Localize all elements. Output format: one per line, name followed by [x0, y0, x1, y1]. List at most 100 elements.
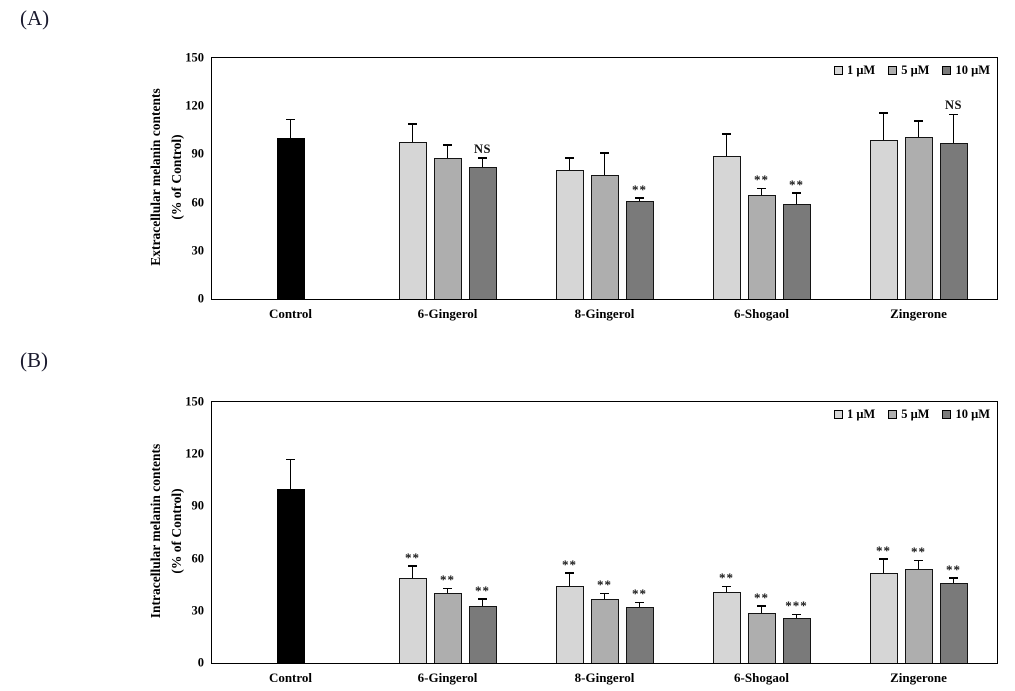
error-bar-8-gingerol-5-m — [603, 593, 606, 599]
legend-item-10-m: 10 μM — [942, 63, 990, 78]
error-cap-6-shogaol-1-m — [722, 585, 731, 588]
error-bar-6-gingerol-10-m — [481, 598, 484, 606]
category-label-control: Control — [268, 306, 313, 321]
error-bar-8-gingerol-10-m — [638, 602, 641, 608]
error-cap-zingerone-10-m — [949, 577, 958, 579]
legend-swatch-icon — [833, 66, 843, 75]
bar-8-gingerol-5-m — [590, 175, 619, 299]
error-bar-control-control — [289, 459, 292, 489]
legend-swatch-icon — [833, 410, 843, 419]
bar-6-shogaol-5-m — [747, 612, 776, 663]
y-tick-label-120: 120 — [185, 98, 204, 113]
error-cap-6-shogaol-5-m — [757, 605, 766, 607]
bar-6-shogaol-1-m — [712, 156, 741, 299]
error-bar-6-gingerol-1-m — [411, 565, 414, 578]
bar-zingerone-10-m — [939, 143, 968, 299]
bar-zingerone-10-m — [939, 582, 968, 663]
bar-6-gingerol-5-m — [433, 593, 462, 663]
significance-marker-6-gingerol-10-m: NS — [474, 141, 491, 156]
bar-6-gingerol-1-m — [398, 141, 427, 299]
legend-item-10-m: 10 μM — [942, 407, 990, 422]
error-cap-6-gingerol-5-m — [443, 144, 452, 146]
category-label-6-gingerol: 6-Gingerol — [417, 306, 478, 321]
error-cap-8-gingerol-1-m — [565, 157, 574, 159]
error-bar-6-gingerol-5-m — [446, 144, 449, 158]
legend-label: 10 μM — [955, 407, 990, 421]
y-axis-title-line1: Intracellular melanin contents — [148, 443, 164, 619]
error-bar-zingerone-10-m — [952, 577, 955, 583]
panel-b-label: (B) — [20, 348, 48, 372]
bar-zingerone-1-m — [869, 139, 898, 299]
error-bar-6-gingerol-1-m — [411, 123, 414, 142]
bar-8-gingerol-10-m — [625, 607, 654, 663]
error-bar-zingerone-5-m — [917, 560, 920, 570]
error-cap-control-control — [286, 458, 295, 461]
error-bar-8-gingerol-1-m — [568, 157, 571, 171]
bar-control-control — [276, 489, 305, 663]
significance-marker-6-shogaol-10-m: *** — [785, 598, 808, 614]
bar-8-gingerol-1-m — [555, 586, 584, 663]
significance-marker-6-shogaol-1-m: ** — [719, 570, 734, 586]
error-cap-6-gingerol-5-m — [443, 587, 452, 590]
bar-6-gingerol-5-m — [433, 157, 462, 299]
bar-6-shogaol-10-m — [782, 204, 811, 299]
bar-8-gingerol-5-m — [590, 598, 619, 663]
error-cap-6-shogaol-5-m — [757, 187, 766, 190]
error-cap-8-gingerol-10-m — [635, 197, 644, 199]
bar-8-gingerol-1-m — [555, 170, 584, 299]
y-tick-label-60: 60 — [191, 551, 205, 566]
category-label-zingerone: Zingerone — [890, 306, 947, 321]
significance-marker-6-gingerol-5-m: ** — [440, 572, 455, 588]
category-label-zingerone: Zingerone — [890, 670, 947, 685]
significance-marker-6-gingerol-10-m: ** — [475, 582, 490, 598]
error-bar-6-gingerol-5-m — [446, 588, 449, 594]
error-bar-control-control — [289, 119, 292, 139]
significance-marker-6-shogaol-10-m: ** — [789, 176, 804, 192]
panel-a-label: (A) — [20, 6, 50, 30]
error-bar-8-gingerol-5-m — [603, 152, 606, 176]
legend-item-5-m: 5 μM — [888, 63, 929, 78]
legend-label: 5 μM — [901, 63, 930, 77]
error-cap-8-gingerol-1-m — [565, 572, 574, 574]
significance-marker-6-shogaol-5-m: ** — [754, 589, 769, 605]
significance-marker-6-gingerol-1-m: ** — [405, 549, 420, 565]
legend: 1 μM 5 μM 10 μM — [833, 407, 990, 422]
significance-marker-8-gingerol-10-m: ** — [632, 181, 647, 197]
error-cap-zingerone-5-m — [914, 120, 923, 122]
bar-control-control — [276, 138, 305, 299]
significance-marker-6-shogaol-5-m: ** — [754, 172, 769, 188]
y-tick-label-60: 60 — [191, 195, 205, 210]
legend-item-1-m: 1 μM — [833, 63, 876, 78]
error-cap-8-gingerol-5-m — [600, 152, 609, 154]
y-tick-label-90: 90 — [191, 498, 205, 513]
y-tick-label-30: 30 — [191, 243, 205, 258]
bar-6-gingerol-1-m — [398, 577, 427, 663]
plot-area-extracellular: 1 μM 5 μM 10 μM 0 30 60 90 120 150 Control NS 6-Gi… — [185, 51, 998, 321]
significance-marker-zingerone-5-m: ** — [911, 544, 926, 560]
error-bar-6-shogaol-5-m — [760, 605, 763, 613]
category-label-6-shogaol: 6-Shogaol — [734, 306, 789, 321]
bar-6-gingerol-10-m — [468, 167, 497, 299]
error-bar-6-shogaol-5-m — [760, 188, 763, 195]
y-tick-label-0: 0 — [197, 655, 204, 670]
legend-swatch-icon — [942, 410, 952, 419]
legend-swatch-icon — [888, 410, 898, 419]
legend-swatch-icon — [888, 66, 898, 75]
error-cap-6-gingerol-1-m — [408, 123, 417, 125]
y-tick-label-0: 0 — [197, 291, 204, 306]
error-bar-zingerone-5-m — [917, 120, 920, 137]
category-label-8-gingerol: 8-Gingerol — [574, 306, 635, 321]
bar-zingerone-1-m — [869, 572, 898, 663]
legend-label: 5 μM — [901, 407, 930, 421]
error-cap-6-shogaol-1-m — [722, 133, 731, 135]
error-cap-zingerone-5-m — [914, 559, 923, 562]
y-tick-label-150: 150 — [185, 394, 204, 409]
error-cap-6-shogaol-10-m — [792, 613, 801, 616]
legend-label: 1 μM — [846, 63, 876, 77]
legend: 1 μM 5 μM 10 μM — [833, 63, 990, 78]
error-cap-8-gingerol-10-m — [635, 601, 644, 604]
error-bar-zingerone-1-m — [882, 112, 885, 140]
bar-zingerone-5-m — [904, 569, 933, 663]
error-cap-6-gingerol-1-m — [408, 565, 417, 567]
error-cap-6-gingerol-10-m — [478, 598, 487, 600]
